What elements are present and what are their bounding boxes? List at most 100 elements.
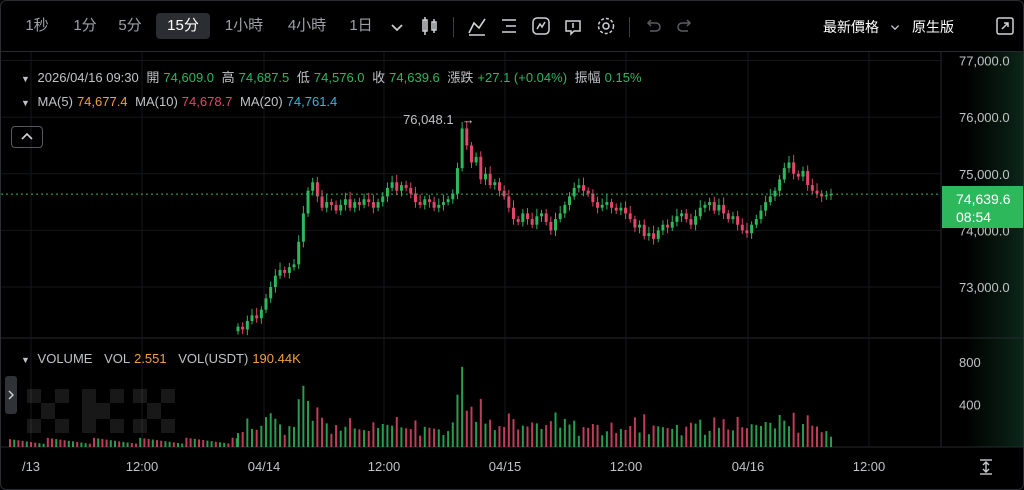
vol-value: 2.551 [134, 351, 167, 366]
volume-bar [147, 438, 150, 447]
chart-settings-icon[interactable] [530, 15, 552, 37]
drawing-list-icon[interactable] [498, 15, 520, 37]
candle-body [689, 219, 693, 225]
candle-body [376, 202, 380, 208]
low-label: 低 [296, 70, 310, 85]
candle-body [806, 170, 810, 186]
volume-bar [274, 418, 277, 447]
gear-icon[interactable] [595, 15, 617, 37]
interval-1h[interactable]: 1小時 [224, 17, 264, 34]
volume-bar [647, 434, 650, 447]
volume-bar [160, 440, 163, 447]
candlestick-type-icon[interactable] [419, 15, 441, 37]
candle-body [264, 298, 268, 310]
volume-bar [101, 439, 104, 447]
chevron-down-icon[interactable] [887, 16, 903, 38]
volume-bar [423, 426, 426, 447]
volume-bar [109, 440, 112, 447]
interval-15m[interactable]: 15分 [156, 13, 210, 39]
collapse-volume-icon[interactable]: ▼ [21, 355, 30, 365]
volume-bar [34, 442, 37, 447]
volume-bar [498, 426, 501, 447]
candle-body [339, 204, 343, 211]
volume-bar [185, 437, 188, 447]
collapse-legend-icon[interactable]: ▼ [21, 74, 30, 84]
undo-icon[interactable] [642, 15, 664, 37]
redo-icon[interactable] [674, 15, 696, 37]
volume-bar [596, 424, 599, 447]
volume-bar [139, 437, 142, 447]
candle-body [619, 207, 623, 211]
volume-bar [122, 441, 125, 447]
volume-bar [792, 412, 795, 447]
candle-body [446, 199, 450, 203]
price-chart[interactable]: 77,000.076,000.075,000.074,000.073,000.0… [1, 52, 1023, 489]
candle-body [250, 315, 254, 322]
chevron-up-icon [21, 132, 33, 140]
volume-bar [773, 428, 776, 447]
volume-bar [442, 435, 445, 447]
candle-body [451, 193, 455, 200]
volume-bar [210, 441, 213, 447]
template-icon[interactable] [562, 15, 584, 37]
fullscreen-icon[interactable] [994, 15, 1016, 37]
interval-1d[interactable]: 1日 [349, 17, 373, 34]
interval-5m[interactable]: 5分 [118, 17, 142, 34]
volume-bar [643, 414, 646, 447]
view-mode-select[interactable]: 原生版 [912, 19, 954, 35]
volume-bar [465, 410, 468, 447]
volume-bar [363, 430, 366, 447]
side-panel-toggle[interactable] [5, 376, 17, 414]
volume-bar [573, 420, 576, 447]
candle-body [628, 213, 632, 220]
candle-body [432, 202, 436, 208]
collapse-legend-button[interactable] [11, 126, 43, 148]
volume-bar [353, 428, 356, 447]
candle-body [624, 207, 628, 214]
candle-body [577, 185, 581, 188]
volume-bar [260, 425, 263, 447]
candle-body [259, 309, 263, 319]
volume-bar [189, 438, 192, 447]
reset-scale-icon[interactable] [976, 457, 996, 477]
price-type-select[interactable]: 最新價格 [823, 19, 879, 35]
candle-body [245, 321, 249, 330]
chart-toolbar: 1秒 1分 5分 15分 1小時 4小時 1日 [1, 1, 1023, 52]
candle-body [768, 196, 772, 203]
candle-body [311, 182, 315, 191]
volume-bar [806, 415, 809, 447]
volume-bar [451, 422, 454, 447]
volume-bar [76, 441, 79, 447]
volume-bar [815, 426, 818, 447]
collapse-ma-icon[interactable]: ▼ [21, 98, 30, 108]
volume-bar [475, 421, 478, 447]
interval-1m[interactable]: 1分 [73, 17, 97, 34]
candle-body [656, 230, 660, 239]
volume-bar [755, 425, 758, 447]
candle-body [278, 270, 282, 276]
volume-bar [587, 427, 590, 447]
volume-bar [750, 424, 753, 447]
candle-body [591, 193, 595, 203]
volume-bar [118, 441, 121, 447]
candle-body [325, 202, 329, 208]
interval-1s[interactable]: 1秒 [25, 17, 49, 34]
candle-body [810, 185, 814, 191]
chevron-down-icon[interactable] [386, 16, 408, 38]
candle-body [493, 182, 497, 186]
volume-bar [321, 417, 324, 447]
volume-bar [9, 439, 11, 447]
volume-bar [42, 443, 45, 447]
interval-4h[interactable]: 4小時 [287, 17, 327, 34]
candle-body [544, 213, 548, 222]
price-tick-label: 75,000.0 [959, 167, 1010, 182]
candle-body [348, 199, 352, 208]
indicators-icon[interactable] [466, 15, 488, 37]
volume-bar [675, 424, 678, 447]
candle-body [269, 287, 273, 299]
candle-body [399, 185, 403, 191]
volume-bar [288, 426, 291, 447]
ma5-label: MA(5) [37, 94, 73, 109]
candle-body [558, 213, 562, 220]
volume-bar [680, 435, 683, 447]
